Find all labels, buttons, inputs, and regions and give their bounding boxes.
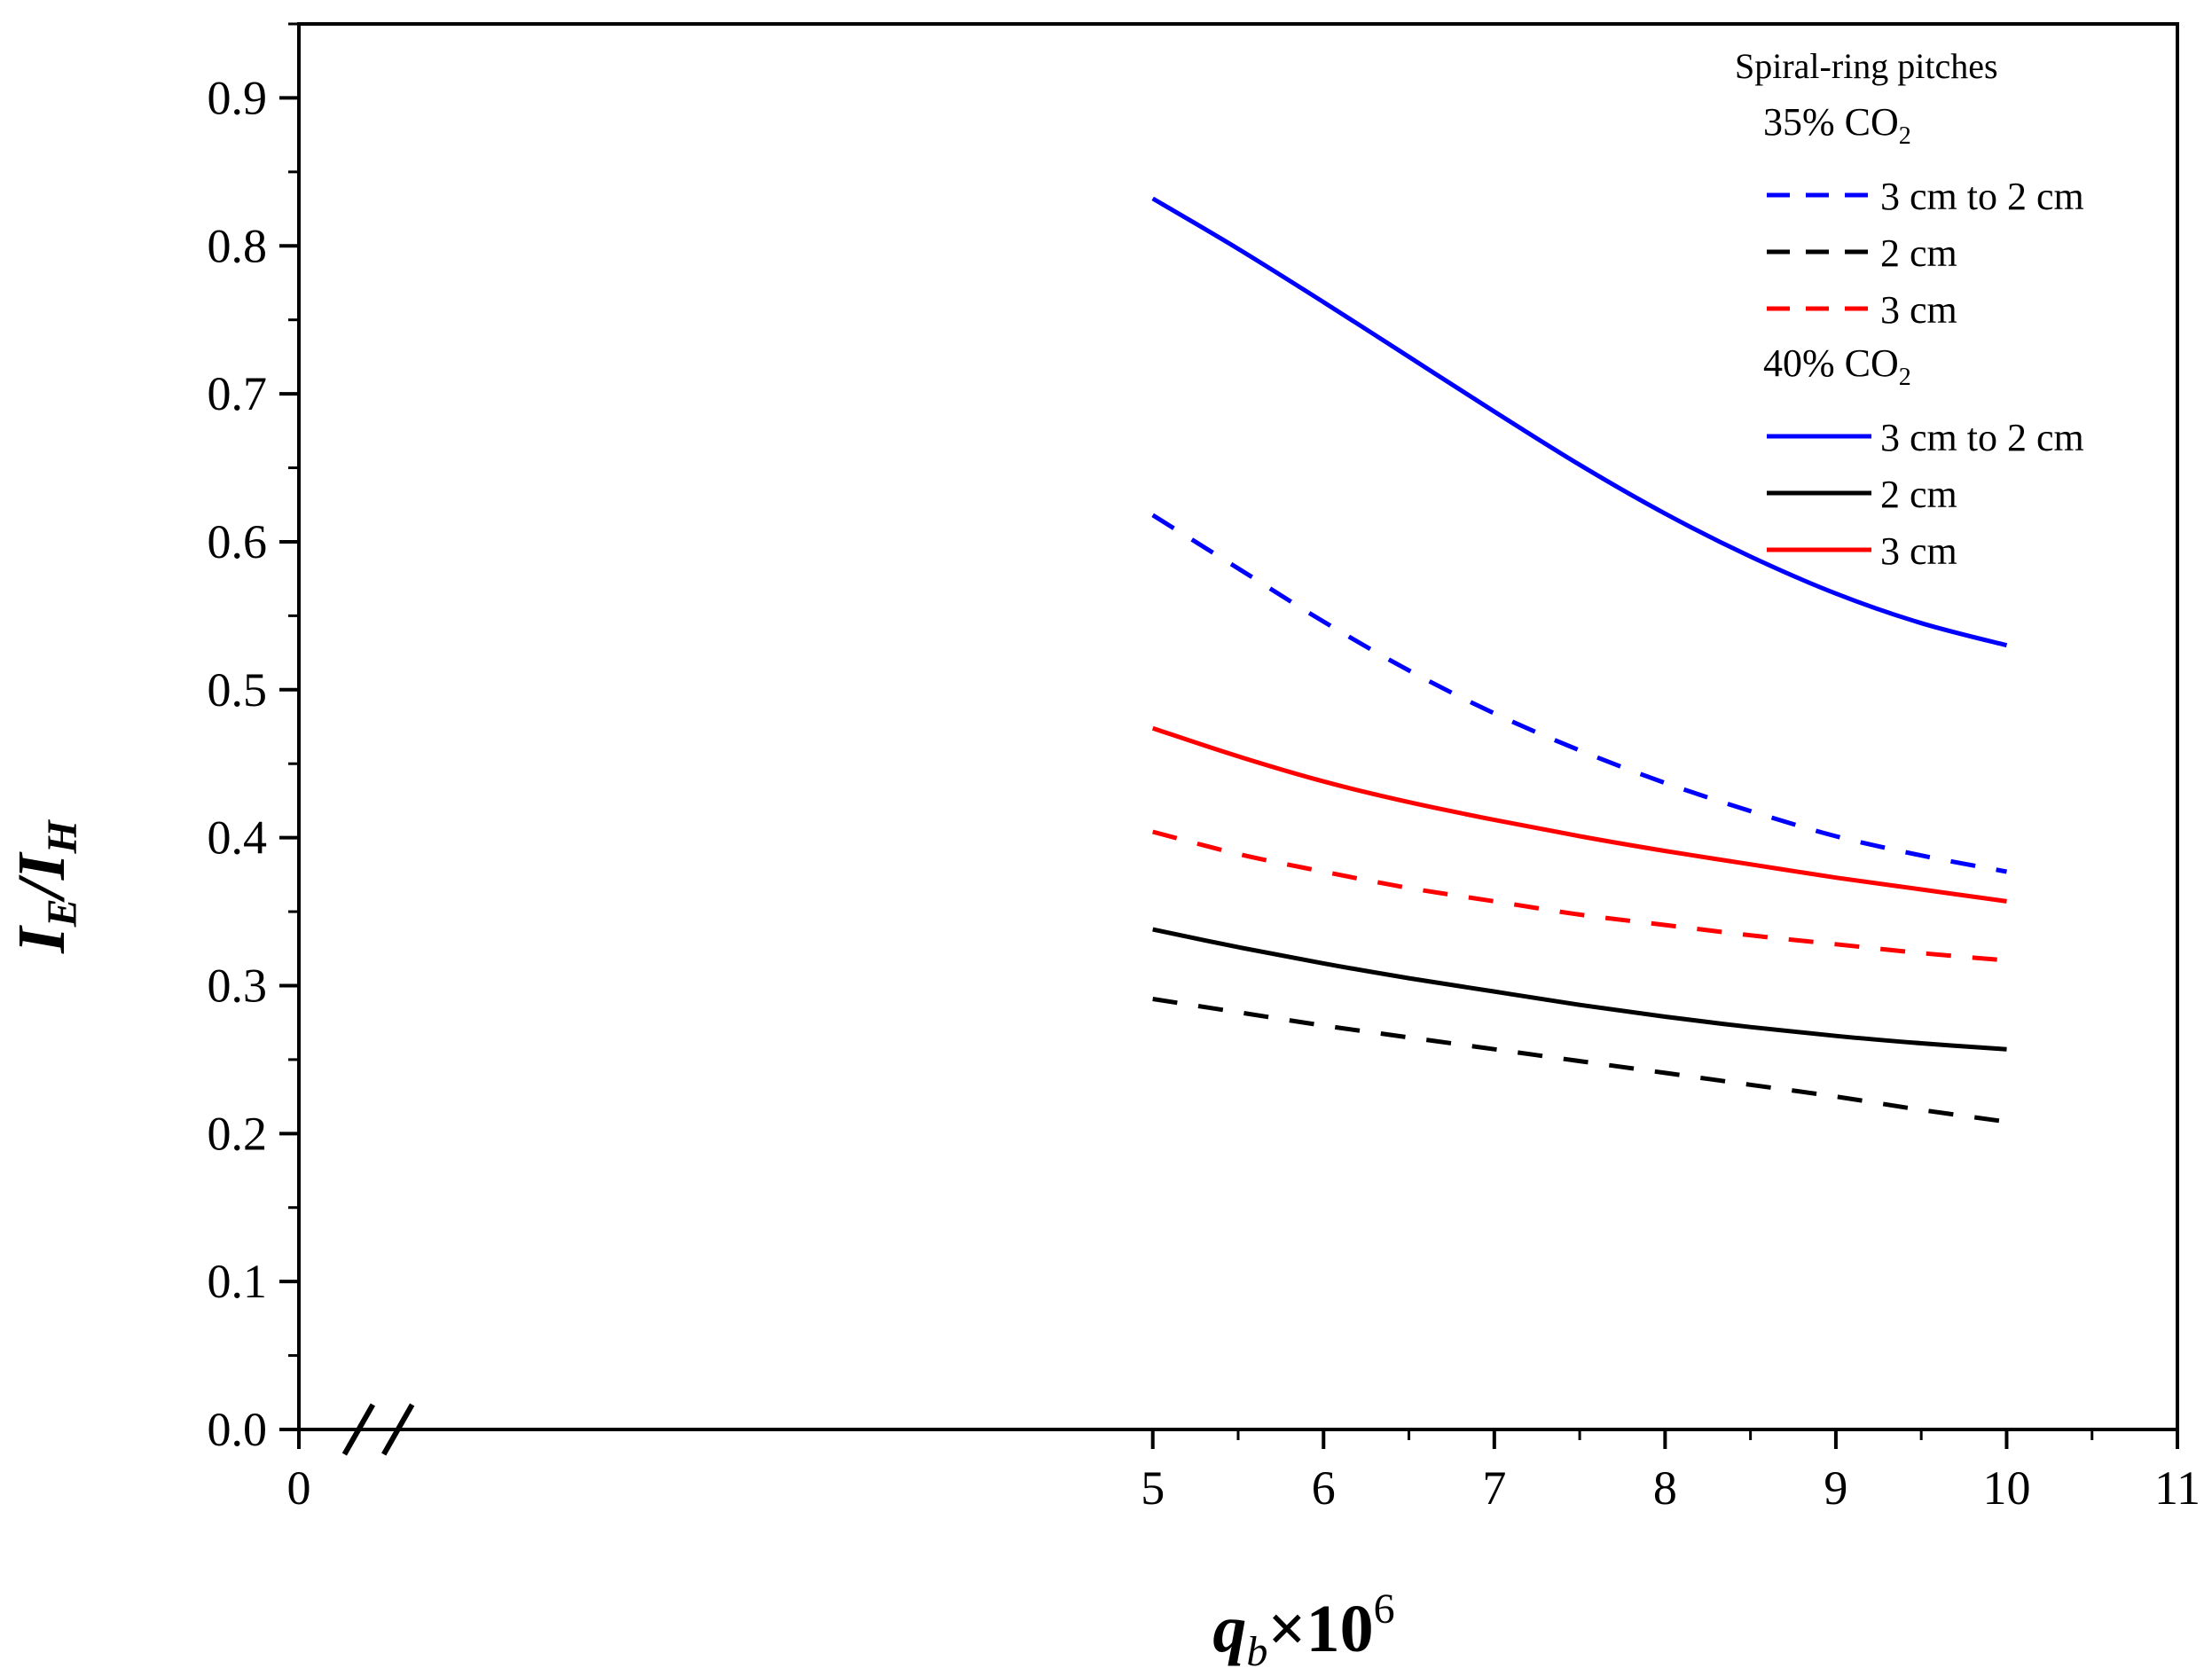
axis-break — [341, 1403, 415, 1456]
y-tick-label: 0.9 — [208, 71, 268, 124]
series-layer — [1151, 196, 2008, 1124]
legend-label-40-3to2: 3 cm to 2 cm — [1880, 416, 2084, 459]
y-tick-label: 0.1 — [208, 1255, 268, 1308]
x-tick-label: 8 — [1653, 1461, 1677, 1515]
y-tick-label: 0.6 — [208, 515, 268, 568]
x-tick-label: 5 — [1141, 1461, 1165, 1515]
axis-ticks: 0 5 6 7 8 9 10 11 0.0 0.1 0.2 0.3 0.4 0.5 0.6 0.7 0.8 0.9 — [208, 22, 2200, 1515]
x-label-base: q — [1212, 1592, 1246, 1666]
y-tick-label: 0.2 — [208, 1107, 268, 1160]
series-line-2 — [1152, 829, 2007, 963]
legend-label-35-3to2: 3 cm to 2 cm — [1880, 175, 2084, 218]
legend-group-40-sub: 2 — [1899, 364, 1911, 391]
series-line-0 — [1151, 513, 2007, 874]
legend-group-35-sub: 2 — [1899, 122, 1911, 150]
y-tick-label: 0.3 — [208, 959, 268, 1012]
legend-label-35-3: 3 cm — [1880, 288, 1957, 332]
y-tick-label: 0.0 — [208, 1403, 268, 1456]
x-tick-label: 11 — [2154, 1461, 2200, 1515]
series-line-4 — [1152, 927, 2007, 1052]
x-axis-label: qb×106 — [1212, 1586, 1394, 1675]
series-line-1 — [1152, 997, 2007, 1124]
y-axis-label: IE/IH — [4, 819, 86, 954]
legend-title: Spiral-ring pitches — [1735, 46, 1998, 86]
series-line-5 — [1151, 725, 2007, 904]
legend-label-35-2: 2 cm — [1880, 231, 1957, 275]
legend: Spiral-ring pitches 35% CO2 3 cm to 2 cm… — [1735, 46, 2084, 573]
legend-group-35-label: 35% CO — [1763, 100, 1899, 144]
legend-group-35: 35% CO2 — [1763, 100, 1911, 150]
y-tick-label: 0.8 — [208, 219, 268, 272]
x-tick-label: 10 — [1982, 1461, 2030, 1515]
legend-group-40: 40% CO2 — [1763, 341, 1911, 391]
x-label-sup: 6 — [1374, 1586, 1395, 1633]
axis-break-mark — [381, 1403, 415, 1456]
x-label-sub: b — [1246, 1628, 1267, 1675]
y-label-den: I — [4, 851, 79, 881]
x-tick-label: 7 — [1482, 1461, 1506, 1515]
legend-group-40-label: 40% CO — [1763, 341, 1899, 385]
x-tick-label: 0 — [287, 1461, 311, 1515]
x-tick-label: 6 — [1312, 1461, 1336, 1515]
axis-break-mark — [341, 1403, 375, 1456]
y-label-num: I — [4, 925, 79, 954]
legend-label-40-3: 3 cm — [1880, 529, 1957, 573]
y-tick-label: 0.7 — [208, 367, 268, 420]
series-line-3 — [1151, 196, 2008, 648]
y-label-den-sub: H — [39, 819, 86, 855]
y-label-num-sub: E — [39, 898, 86, 928]
y-tick-label: 0.4 — [208, 811, 268, 865]
legend-label-40-2: 2 cm — [1880, 473, 1957, 516]
x-tick-label: 9 — [1824, 1461, 1847, 1515]
x-label-mult: ×10 — [1267, 1592, 1373, 1666]
y-tick-label: 0.5 — [208, 663, 268, 717]
